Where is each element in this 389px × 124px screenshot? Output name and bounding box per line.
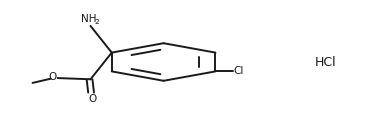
Text: O: O (48, 72, 56, 82)
Text: NH: NH (81, 14, 96, 24)
Text: 2: 2 (95, 19, 100, 25)
Text: O: O (88, 94, 96, 104)
Text: Cl: Cl (234, 66, 244, 76)
Text: HCl: HCl (315, 56, 336, 68)
